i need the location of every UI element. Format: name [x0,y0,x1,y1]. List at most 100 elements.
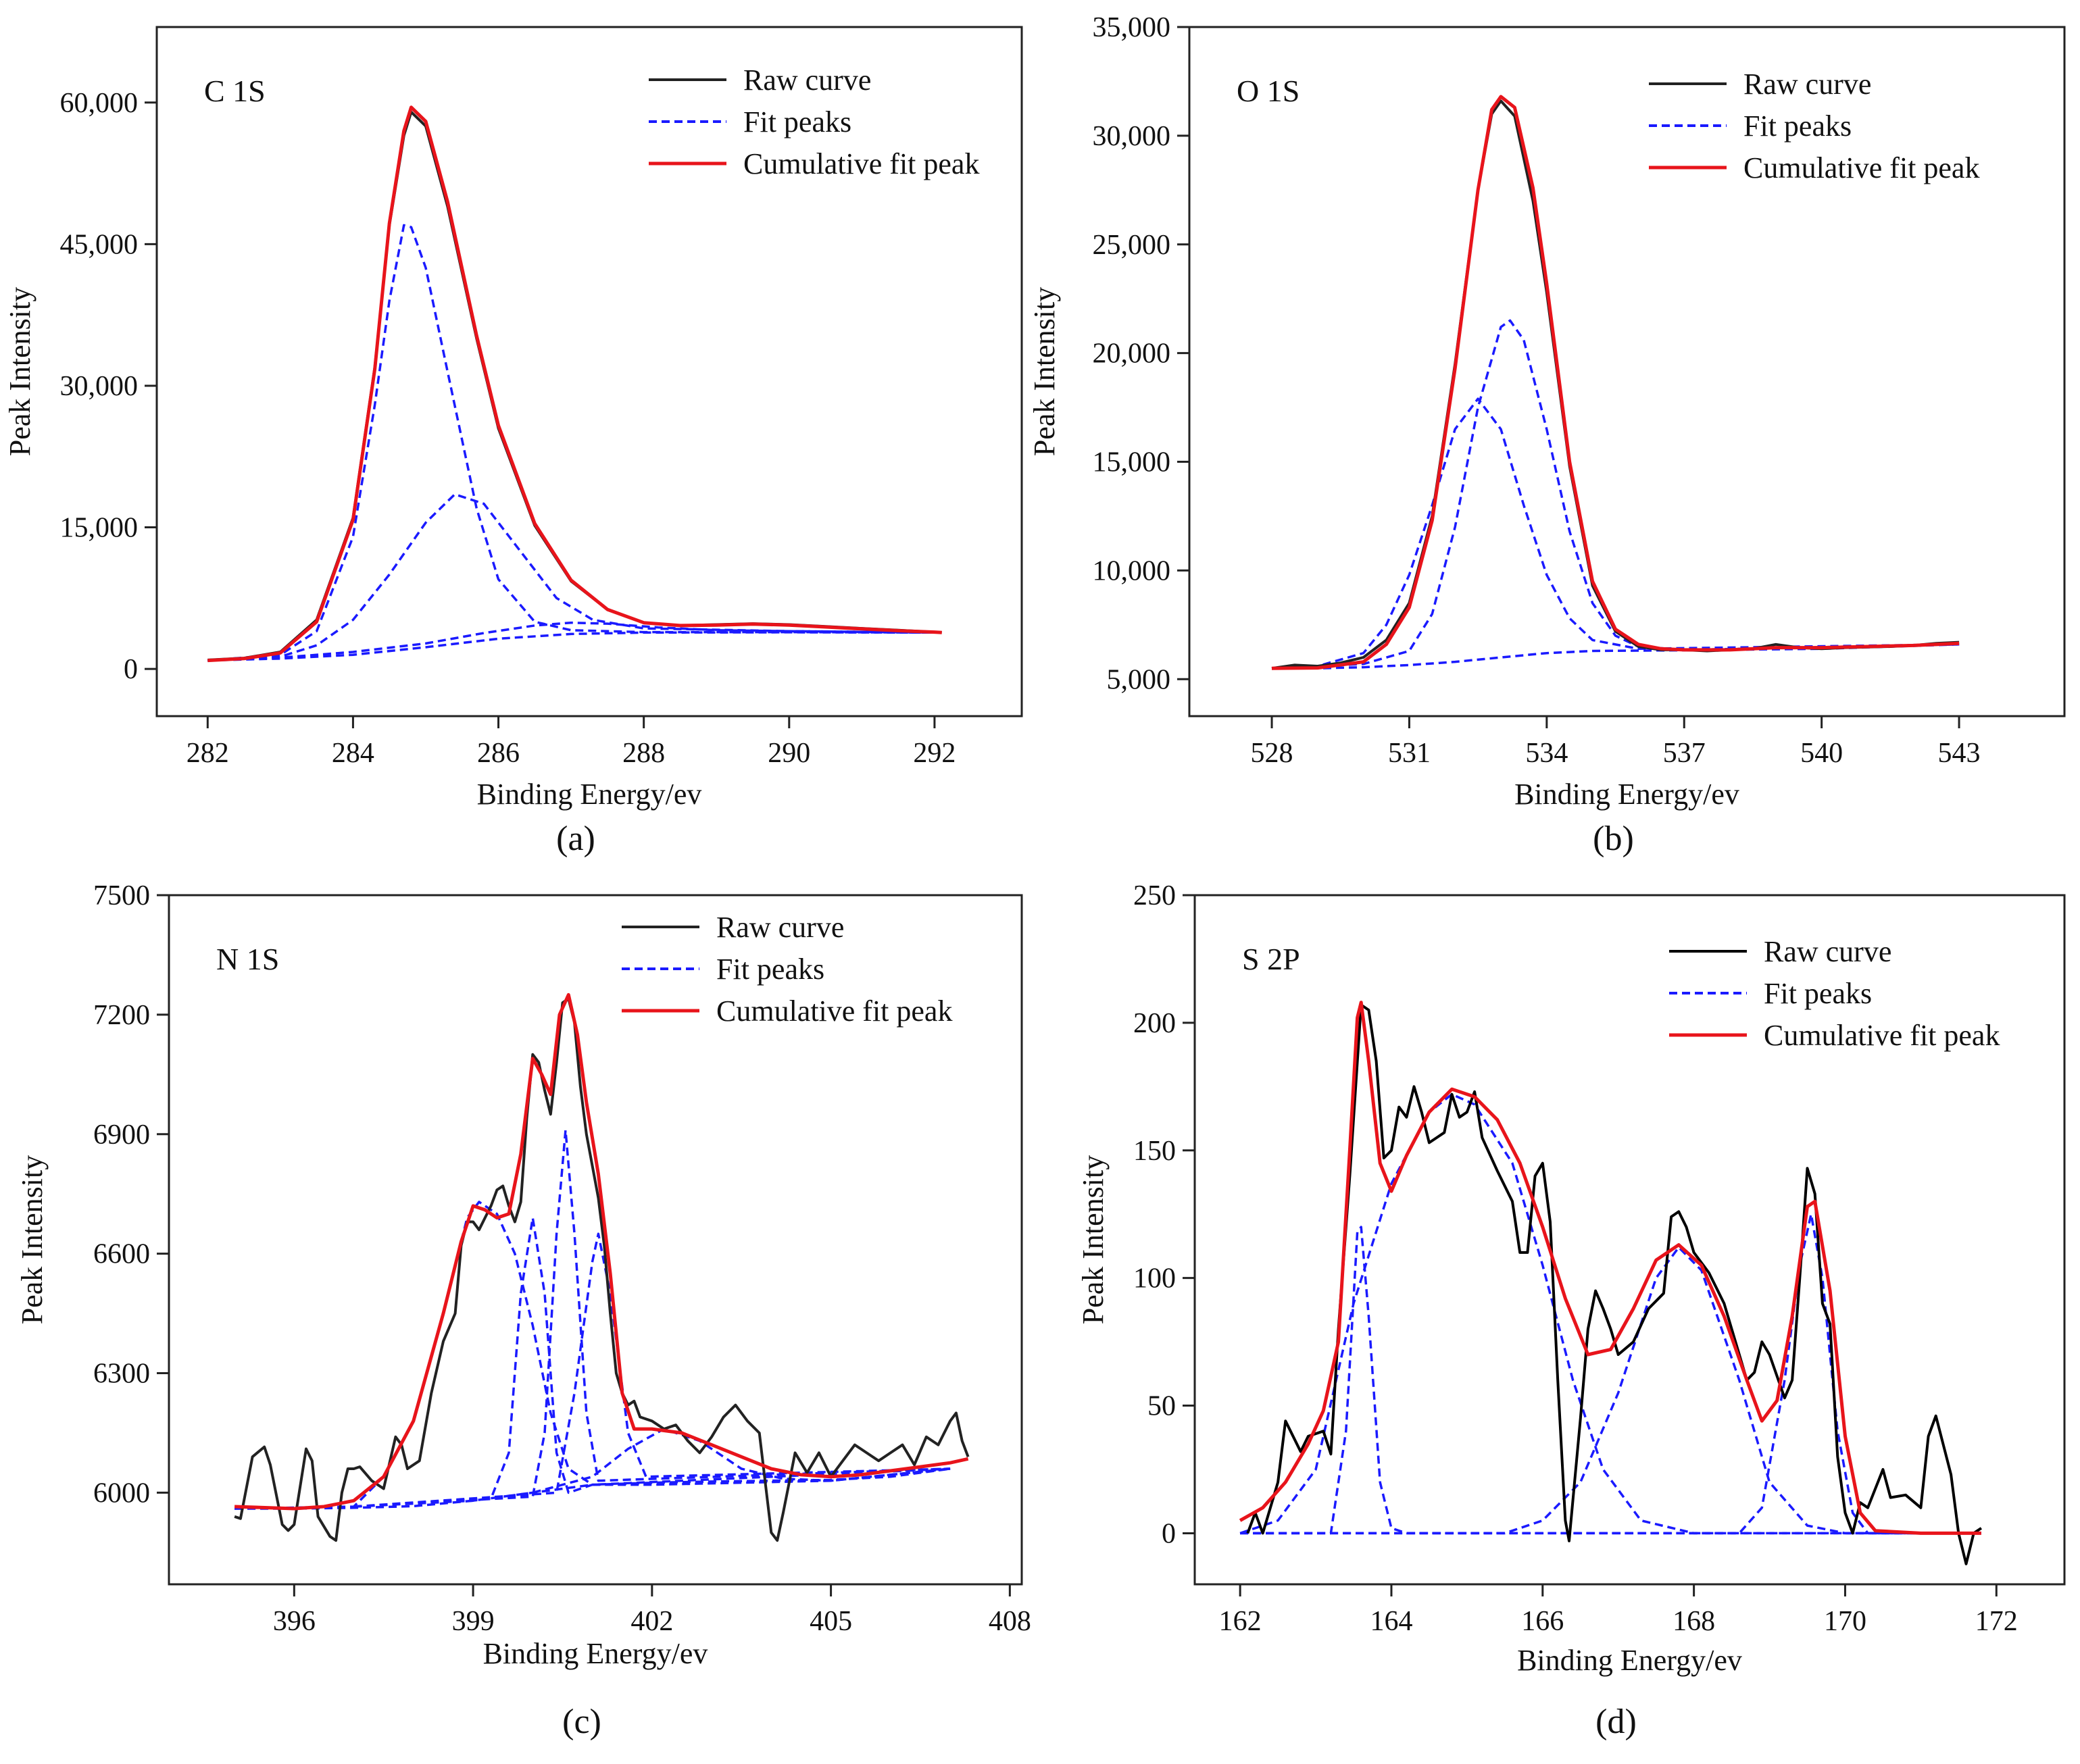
legend: Raw curve Fit peaks Cumulative fit peak [1649,68,1979,184]
y-axis-label: Peak Intensity [16,1155,49,1325]
y-tick-label: 25,000 [1093,230,1171,261]
series-line-fit-peak-2 [1271,319,1960,670]
legend-label: Raw curve [743,64,871,97]
x-tick-label: 288 [622,738,665,769]
series-line-cumulative-fit-peak [207,105,942,663]
series-line-raw-curve [1271,99,1960,670]
series-line-cumulative-fit-peak [1239,1001,1981,1535]
y-axis-label: Peak Intensity [1076,1155,1110,1325]
legend-label: Fit peaks [743,105,851,138]
series-line-raw-curve [234,997,970,1542]
x-tick-label: 172 [1975,1606,2018,1637]
series-line-raw-curve [1246,1003,1983,1565]
x-axis-label: Binding Energy/ev [483,1637,708,1670]
y-tick-label: 5,000 [1107,664,1171,695]
y-tick-label: 60,000 [60,88,139,119]
y-tick-label: 6900 [93,1119,150,1151]
series-line-fit-peak-4 [353,1232,951,1508]
x-tick-label: 396 [273,1606,316,1637]
x-axis-label: Binding Energy/ev [477,778,702,811]
series-line-fit-peak-3 [207,621,935,662]
spectrum-label: C 1S [204,74,266,108]
x-tick-label: 286 [477,738,520,769]
x-tick-label: 282 [187,738,229,769]
legend-label: Cumulative fit peak [743,147,979,180]
legend-label: Cumulative fit peak [716,994,952,1028]
panel-caption: (b) [1593,820,1634,858]
plot-frame [1193,894,2066,1586]
plot-frame [155,26,1023,717]
x-tick-label: 284 [332,738,374,769]
y-tick-label: 6600 [93,1239,150,1270]
chart-panel-b: 528 531 534 537 540 543 5,000 10,000 15,000 20,00… [1028,12,2066,858]
y-tick-label: 15,000 [60,513,139,544]
panel-caption: (a) [556,820,595,858]
y-tick-label: 20,000 [1093,338,1171,370]
x-tick-label: 528 [1251,738,1293,769]
x-tick-label: 537 [1663,738,1706,769]
series-line-fit-peak-1 [1240,1226,1981,1535]
x-tick-label: 170 [1824,1606,1866,1637]
series-line-fit-peak-3 [353,1129,951,1508]
x-tick-label: 408 [989,1606,1031,1637]
y-tick-label: 35,000 [1093,12,1171,43]
x-tick-label: 543 [1938,738,1981,769]
y-tick-label: 15,000 [1093,447,1171,478]
spectrum-label: S 2P [1242,942,1300,976]
y-tick-label: 7500 [93,880,150,911]
y-tick-label: 6000 [93,1478,150,1509]
series-group [1271,95,1960,670]
series-group [207,105,942,663]
y-tick-label: 0 [124,654,138,685]
series-group [1239,1001,1983,1565]
x-tick-label: 534 [1525,738,1568,769]
x-tick-label: 290 [768,738,810,769]
x-tick-label: 166 [1521,1606,1564,1637]
x-tick-label: 168 [1673,1606,1715,1637]
x-tick-label: 402 [630,1606,673,1637]
x-tick-label: 405 [810,1606,852,1637]
series-line-baseline [234,1467,951,1510]
series-line-fit-peak-1 [207,224,935,662]
series-line-cumulative-fit-peak [234,992,969,1511]
plot-frame [168,894,1023,1586]
series-line-fit-peak-3 [1240,1246,1981,1535]
x-axis-label: Binding Energy/ev [1517,1644,1742,1677]
chart-panel-c: 396 399 402 405 408 6000 6300 6600 6900 7200 7500 B… [16,880,1031,1741]
legend-label: Fit peaks [716,953,824,986]
legend-label: Fit peaks [1743,109,1852,143]
x-tick-label: 292 [913,738,956,769]
series-group [234,992,970,1542]
series-line-raw-curve [207,110,942,661]
legend-label: Cumulative fit peak [1743,151,1979,184]
y-axis-label: Peak Intensity [1028,287,1061,457]
chart-panel-a: 282 284 286 288 290 292 0 15,000 30,000 45,000 60,… [3,26,1023,858]
legend-label: Raw curve [716,911,844,944]
y-tick-label: 250 [1133,880,1176,911]
panel-caption: (c) [562,1703,601,1741]
x-tick-label: 162 [1219,1606,1262,1637]
y-tick-label: 10,000 [1093,555,1171,586]
x-axis-label: Binding Energy/ev [1514,778,1739,811]
chart-panel-d: 162 164 166 168 170 172 0 50 100 150 200 250 Binding… [1076,880,2066,1741]
series-line-baseline [207,631,935,662]
legend-label: Cumulative fit peak [1764,1019,2000,1052]
x-tick-label: 399 [452,1606,495,1637]
y-tick-label: 7200 [93,1000,150,1031]
series-line-fit-peak-2 [207,493,935,662]
y-tick-label: 45,000 [60,229,139,260]
series-line-fit-peak-2 [1239,1092,1981,1535]
spectrum-label: O 1S [1237,74,1299,108]
legend-label: Raw curve [1743,68,1871,101]
legend-label: Raw curve [1764,935,1891,968]
plot-frame [1188,26,2066,717]
y-tick-label: 0 [1162,1518,1176,1549]
y-tick-label: 150 [1133,1136,1176,1167]
series-line-fit-peak-2 [353,1216,951,1508]
series-line-cumulative-fit-peak [1271,95,1960,670]
panel-caption: (d) [1595,1703,1637,1741]
y-tick-label: 200 [1133,1008,1176,1039]
legend: Raw curve Fit peaks Cumulative fit peak [649,64,979,180]
series-line-fit-peak-5 [353,1428,951,1508]
